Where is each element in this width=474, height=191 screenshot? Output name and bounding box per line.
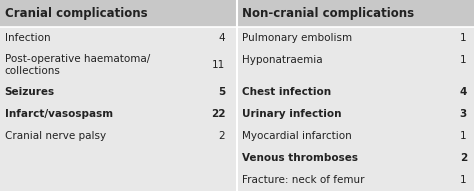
Text: Myocardial infarction: Myocardial infarction <box>242 131 352 141</box>
Text: 3: 3 <box>460 109 467 119</box>
Text: Urinary infection: Urinary infection <box>242 109 341 119</box>
Text: 1: 1 <box>460 33 467 43</box>
Text: Pulmonary embolism: Pulmonary embolism <box>242 33 352 43</box>
Text: Non-cranial complications: Non-cranial complications <box>242 7 414 20</box>
Text: Seizures: Seizures <box>5 87 55 97</box>
Text: 4: 4 <box>459 87 467 97</box>
FancyBboxPatch shape <box>0 0 237 27</box>
Text: 4: 4 <box>219 33 225 43</box>
Text: Cranial complications: Cranial complications <box>5 7 147 20</box>
Text: 22: 22 <box>210 109 225 119</box>
FancyBboxPatch shape <box>237 0 474 27</box>
Text: 1: 1 <box>460 131 467 141</box>
Text: Hyponatraemia: Hyponatraemia <box>242 55 322 65</box>
Text: Infection: Infection <box>5 33 50 43</box>
Text: 2: 2 <box>219 131 225 141</box>
Text: Fracture: neck of femur: Fracture: neck of femur <box>242 175 364 185</box>
Text: 11: 11 <box>212 60 225 70</box>
Text: Venous thromboses: Venous thromboses <box>242 153 358 163</box>
Text: 1: 1 <box>460 175 467 185</box>
Text: Cranial nerve palsy: Cranial nerve palsy <box>5 131 106 141</box>
Text: 5: 5 <box>218 87 225 97</box>
Text: 1: 1 <box>460 55 467 65</box>
Text: 2: 2 <box>460 153 467 163</box>
Text: Chest infection: Chest infection <box>242 87 331 97</box>
Text: Infarct/vasospasm: Infarct/vasospasm <box>5 109 113 119</box>
Text: Post-operative haematoma/
collections: Post-operative haematoma/ collections <box>5 54 150 76</box>
